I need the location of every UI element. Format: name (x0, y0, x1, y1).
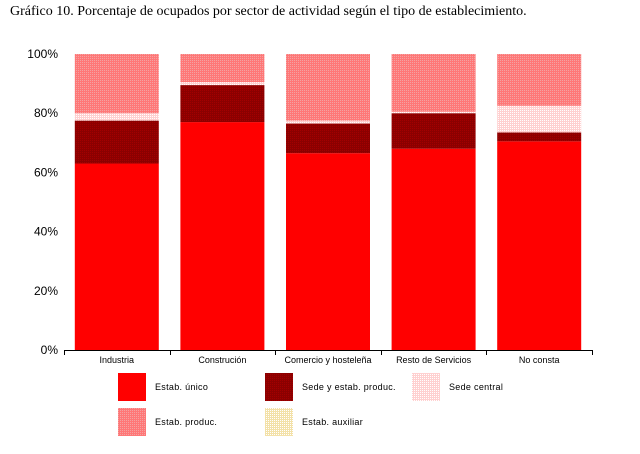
bar-segment (180, 82, 265, 86)
bar-segment (74, 163, 159, 350)
bar-segment (286, 54, 370, 121)
x-tick-label: No consta (519, 355, 560, 365)
bar-segment (286, 123, 370, 154)
bar-segment (391, 54, 476, 112)
x-tick-label: Industria (100, 355, 135, 365)
y-tick-label: 40% (34, 225, 58, 239)
legend-label: Estab. único (155, 382, 208, 392)
legend-label: Sede central (449, 382, 503, 392)
bar-segment (391, 111, 476, 114)
y-tick-label: 0% (41, 343, 59, 357)
bars-layer (74, 54, 582, 350)
bar-segment (497, 141, 582, 350)
bar-segment (74, 54, 159, 114)
legend-swatch (265, 373, 293, 401)
x-tick-label: Resto de Servicios (396, 355, 472, 365)
y-tick-label: 80% (34, 106, 58, 120)
y-tick-label: 60% (34, 165, 58, 179)
bar-segment (74, 113, 159, 121)
bar-segment (286, 120, 370, 124)
bar-segment (497, 105, 582, 133)
legend-label: Estab. produc. (155, 417, 217, 427)
axis-layer: 0% 20% 40% 60% 80% 100% Industria Construción Co… (27, 47, 593, 365)
bar-segment (180, 122, 265, 350)
legend-swatch (118, 408, 146, 436)
legend-label: Sede y estab. produc. (302, 382, 396, 392)
bar-segment (180, 54, 265, 83)
legend-swatch (118, 373, 146, 401)
legend-layer: Estab. único Sede y estab. produc. Sede ce… (118, 373, 503, 436)
bar-segment (497, 132, 582, 142)
legend-label: Estab. auxiliar (302, 417, 363, 427)
bar-segment (286, 153, 370, 350)
x-tick-label: Comercio y hosteleña (284, 355, 371, 365)
bar-segment (391, 148, 476, 350)
bar-segment (74, 120, 159, 164)
bar-segment (497, 54, 582, 106)
bar-segment (180, 85, 265, 123)
bar-segment (391, 113, 476, 149)
y-tick-label: 20% (34, 284, 58, 298)
legend-swatch (412, 373, 440, 401)
y-tick-label: 100% (27, 47, 58, 61)
x-tick-label: Construción (198, 355, 246, 365)
chart-title: Gráfico 10. Porcentaje de ocupados por s… (10, 4, 527, 19)
legend-swatch (265, 408, 293, 436)
